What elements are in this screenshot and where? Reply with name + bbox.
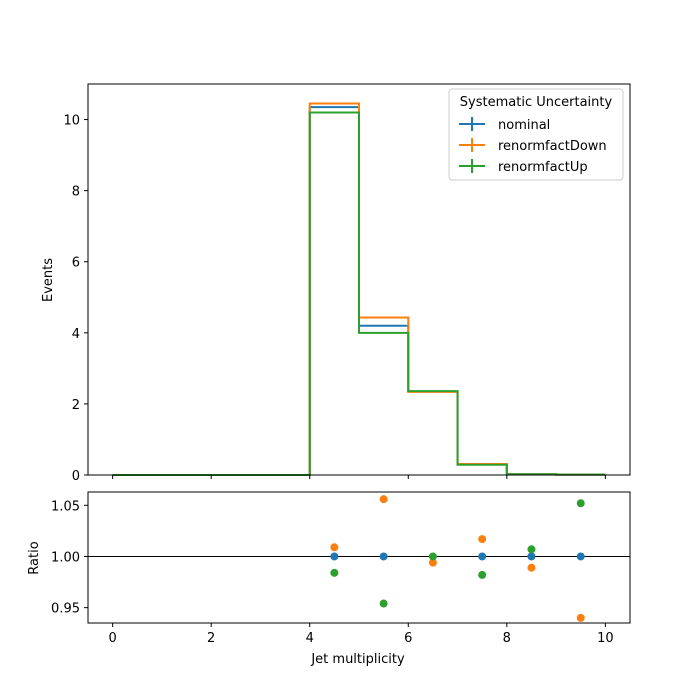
ratio-point-renormfactUp (527, 545, 536, 554)
x-axis-label: Jet multiplicity (310, 652, 405, 667)
top-y-axis-label: Events (41, 258, 56, 302)
legend-item-renormfactUp: renormfactUp (459, 159, 588, 175)
ratio-point-renormfactDown (330, 543, 339, 552)
bottom-x-tick-label: 4 (306, 631, 314, 646)
ratio-point-renormfactUp (576, 499, 585, 508)
ratio-point-renormfactDown (576, 613, 585, 622)
ratio-point-nominal (527, 552, 536, 561)
legend-title: Systematic Uncertainty (460, 95, 613, 110)
ratio-point-renormfactDown (379, 495, 388, 504)
ratio-point-renormfactUp (379, 599, 388, 608)
ratio-point-nominal (379, 552, 388, 561)
bottom-x-tick-label: 8 (503, 631, 511, 646)
bottom-panel: 0 2 4 6 8 10 0.95 1.00 1.05 Ratio Jet multiplic… (27, 491, 631, 667)
ratio-point-nominal (478, 552, 487, 561)
top-y-tick-label: 4 (72, 327, 80, 342)
bottom-axes-frame (87, 491, 631, 624)
bottom-y-ticks: 0.95 1.00 1.05 (51, 499, 88, 617)
legend-item-renormfactDown: renormfactDown (459, 138, 607, 154)
bottom-y-tick-label: 1.00 (51, 550, 80, 565)
bottom-x-tick-label: 0 (108, 631, 116, 646)
top-y-tick-label: 2 (72, 398, 80, 413)
bottom-y-tick-label: 1.05 (51, 499, 80, 514)
top-x-ticks (112, 475, 606, 479)
bottom-x-tick-label: 10 (597, 631, 614, 646)
ratio-point-nominal (330, 552, 339, 561)
top-y-ticks: 0 2 4 6 8 10 (63, 114, 88, 484)
legend-item-nominal: nominal (459, 117, 550, 133)
legend-label: nominal (498, 118, 550, 133)
top-y-tick-label: 0 (72, 469, 80, 484)
bottom-y-axis-label: Ratio (27, 541, 42, 574)
top-y-tick-label: 6 (72, 256, 80, 271)
top-panel: 0 2 4 6 8 10 Events Systematic Uncertainty no… (41, 83, 631, 484)
legend-label: renormfactDown (498, 139, 607, 154)
bottom-x-tick-label: 2 (207, 631, 215, 646)
ratio-point-nominal (576, 552, 585, 561)
top-axes-frame (87, 83, 631, 476)
ratio-point-renormfactUp (428, 552, 437, 561)
top-y-tick-label: 8 (72, 185, 80, 200)
ratio-point-renormfactDown (428, 558, 437, 567)
bottom-x-ticks: 0 2 4 6 8 10 (108, 623, 614, 646)
top-y-tick-label: 10 (63, 114, 80, 129)
bottom-plot-area (88, 495, 630, 622)
ratio-point-renormfactUp (330, 568, 339, 577)
legend-items: nominal renormfactDown renormfactUp (459, 117, 607, 175)
ratio-point-renormfactDown (478, 535, 487, 544)
legend[interactable]: Systematic Uncertainty nominal renormfact… (448, 88, 624, 181)
legend-label: renormfactUp (498, 160, 588, 175)
ratio-point-renormfactUp (478, 570, 487, 579)
bottom-y-tick-label: 0.95 (51, 602, 80, 617)
bottom-x-tick-label: 6 (404, 631, 412, 646)
ratio-point-renormfactDown (527, 563, 536, 572)
legend-box (448, 88, 624, 181)
